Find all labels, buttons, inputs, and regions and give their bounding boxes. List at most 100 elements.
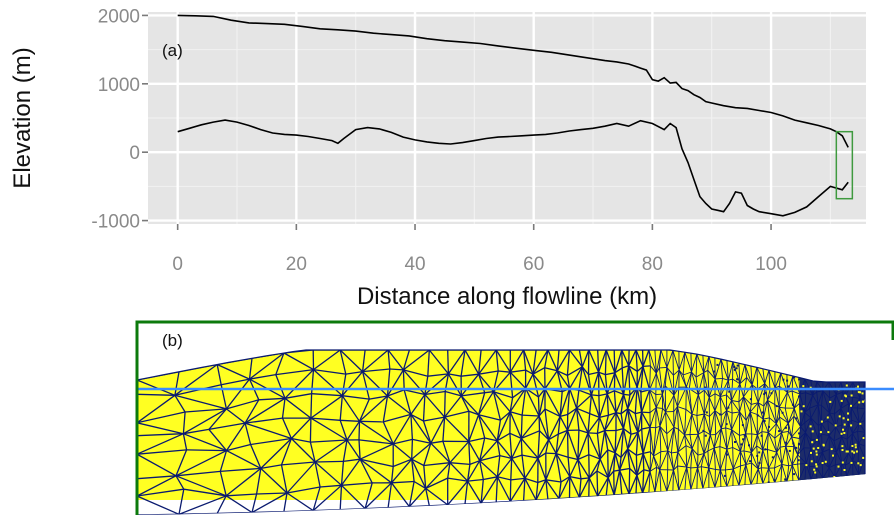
mesh-edge bbox=[558, 497, 570, 500]
mesh-edge bbox=[613, 469, 620, 472]
mesh-edge bbox=[598, 417, 606, 431]
mesh-edge bbox=[509, 479, 512, 502]
mesh-edge bbox=[667, 450, 672, 454]
mesh-edge bbox=[696, 415, 699, 435]
mesh-edge bbox=[577, 459, 582, 479]
mesh-edge bbox=[313, 508, 341, 512]
mesh-speckle bbox=[767, 481, 770, 484]
mesh-edge bbox=[359, 420, 384, 423]
mesh-edge bbox=[659, 450, 669, 470]
mesh-speckle bbox=[827, 431, 830, 434]
mesh-edge bbox=[387, 395, 412, 415]
mesh-edge bbox=[793, 403, 800, 409]
mesh-edge bbox=[510, 458, 513, 480]
mesh-edge bbox=[449, 441, 470, 464]
mesh-edge bbox=[677, 451, 688, 468]
mesh-edge bbox=[628, 365, 631, 396]
mesh-edge bbox=[719, 446, 728, 450]
mesh-speckle bbox=[792, 442, 795, 445]
mesh-edge bbox=[358, 439, 361, 460]
mesh-speckle bbox=[850, 394, 853, 397]
mesh-edge bbox=[767, 399, 775, 405]
mesh-edge bbox=[547, 350, 558, 372]
mesh-edge bbox=[791, 454, 799, 466]
mesh-speckle bbox=[845, 384, 848, 387]
mesh-edge bbox=[738, 383, 741, 402]
mesh-edge bbox=[387, 482, 393, 508]
mesh-edge bbox=[290, 438, 316, 463]
mesh-edge bbox=[484, 391, 494, 394]
mesh-edge bbox=[649, 365, 651, 390]
x-tick-label: 0 bbox=[172, 254, 183, 275]
mesh-speckle bbox=[781, 411, 784, 414]
mesh-edge bbox=[599, 430, 606, 460]
mesh-speckle bbox=[798, 378, 801, 381]
mesh-speckle bbox=[736, 378, 739, 381]
mesh-edge bbox=[666, 350, 674, 368]
mesh-edge bbox=[785, 436, 792, 447]
mesh-edge bbox=[555, 453, 571, 477]
mesh-edge bbox=[641, 426, 651, 430]
mesh-edge bbox=[183, 408, 227, 435]
mesh-edge bbox=[402, 369, 405, 390]
mesh-edge bbox=[641, 411, 651, 414]
mesh-edge bbox=[137, 449, 187, 455]
mesh-edge bbox=[249, 373, 276, 380]
mesh-edge bbox=[597, 350, 607, 373]
mesh-edge bbox=[544, 388, 561, 417]
mesh-edge bbox=[358, 398, 370, 422]
mesh-speckle bbox=[784, 478, 787, 481]
mesh-edge bbox=[468, 441, 471, 465]
mesh-edge bbox=[496, 432, 511, 442]
mesh-speckle bbox=[723, 474, 726, 477]
mesh-edge bbox=[621, 493, 630, 496]
mesh-edge bbox=[628, 350, 637, 367]
mesh-edge bbox=[784, 408, 789, 424]
mesh-edge bbox=[731, 429, 734, 448]
mesh-edge bbox=[627, 408, 639, 433]
mesh-edge bbox=[427, 373, 449, 377]
mesh-edge bbox=[532, 373, 546, 390]
mesh-edge bbox=[340, 507, 366, 511]
mesh-edge bbox=[636, 365, 644, 372]
mesh-edge bbox=[673, 451, 679, 471]
mesh-edge bbox=[791, 464, 794, 481]
mesh-edge bbox=[756, 367, 766, 384]
mesh-edge bbox=[756, 468, 759, 484]
mesh-edge bbox=[524, 457, 539, 479]
mesh-edge bbox=[745, 452, 752, 465]
mesh-edge bbox=[559, 391, 563, 417]
mesh-speckle bbox=[859, 391, 862, 394]
mesh-edge bbox=[478, 350, 497, 375]
mesh-edge bbox=[768, 481, 775, 484]
mesh-edge bbox=[722, 377, 729, 381]
mesh-edge bbox=[670, 427, 675, 453]
mesh-edge bbox=[756, 434, 758, 446]
mesh-edge bbox=[340, 419, 360, 422]
mesh-edge bbox=[659, 469, 668, 492]
mesh-edge bbox=[757, 449, 764, 469]
mesh-edge bbox=[579, 496, 589, 498]
mesh-edge bbox=[786, 480, 793, 482]
mesh-edge bbox=[340, 458, 361, 486]
mesh-edge bbox=[774, 372, 782, 389]
mesh-edge bbox=[665, 411, 675, 428]
mesh-edge bbox=[484, 437, 498, 442]
mesh-edge bbox=[678, 352, 686, 371]
mesh-edge bbox=[702, 487, 709, 489]
mesh-edge bbox=[749, 402, 759, 413]
mesh-edge bbox=[358, 439, 394, 445]
mesh-edge bbox=[708, 467, 716, 488]
mesh-edge bbox=[590, 372, 600, 396]
mesh-speckle bbox=[812, 447, 815, 450]
mesh-edge bbox=[137, 379, 176, 396]
mesh-edge bbox=[622, 408, 629, 429]
mesh-edge bbox=[653, 426, 661, 457]
mesh-speckle bbox=[815, 453, 818, 456]
mesh-edge bbox=[392, 458, 412, 468]
mesh-edge bbox=[673, 370, 680, 396]
mesh-edge bbox=[137, 495, 180, 515]
mesh-edge bbox=[219, 471, 227, 496]
mesh-speckle bbox=[702, 429, 705, 432]
mesh-speckle bbox=[841, 445, 844, 448]
